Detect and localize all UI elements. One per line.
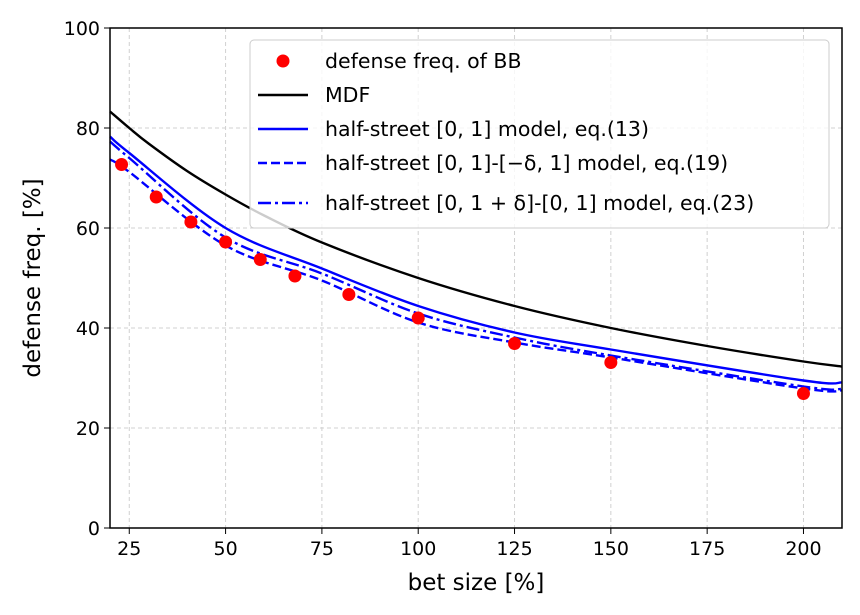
data-point: [288, 269, 302, 283]
x-tick-label: 100: [400, 538, 436, 560]
x-tick-label: 50: [213, 538, 237, 560]
x-axis-label: bet size [%]: [408, 570, 545, 596]
y-tick-label: 20: [76, 418, 100, 440]
data-point: [796, 387, 810, 400]
x-tick-label: 200: [785, 538, 821, 560]
legend: defense freq. of BB MDF half-street [0, 1]…: [249, 39, 830, 229]
series-line-2: [109, 135, 843, 385]
x-tick-label: 25: [117, 538, 141, 560]
series-line-1: [109, 110, 843, 368]
x-tick-label: 150: [593, 538, 629, 560]
y-tick-label: 80: [76, 118, 100, 140]
data-point: [219, 235, 233, 249]
data-point: [184, 215, 198, 229]
y-axis-label: defense freq. [%]: [20, 178, 46, 377]
legend-label: half-street [0, 1] model, eq.(13): [325, 117, 649, 141]
x-tick-label: 175: [689, 538, 725, 560]
data-point: [508, 337, 522, 350]
legend-box: [249, 39, 830, 229]
ticks: 25 50 75 100 125 150 175 200 0 20 40 60 80 100: [64, 18, 822, 560]
legend-label: MDF: [325, 83, 370, 107]
data-point: [253, 253, 267, 266]
x-tick-label: 75: [310, 538, 334, 560]
x-tick-label: 125: [496, 538, 532, 560]
y-tick-label: 0: [88, 518, 100, 540]
scatter-points: [115, 158, 810, 400]
y-tick-label: 60: [76, 218, 100, 240]
plot-frame: [109, 27, 843, 529]
data-point: [342, 288, 356, 301]
legend-label: half-street [0, 1]-[−δ, 1] model, eq.(19…: [325, 151, 728, 175]
legend-label: defense freq. of BB: [325, 49, 522, 73]
legend-marker: [276, 54, 290, 68]
data-point: [149, 190, 163, 204]
data-point: [115, 158, 129, 171]
series-line-4: [109, 140, 843, 391]
legend-label: half-street [0, 1 + δ]-[0, 1] model, eq.…: [325, 191, 754, 215]
y-tick-label: 100: [64, 18, 100, 40]
data-point: [604, 356, 618, 369]
y-tick-label: 40: [76, 318, 100, 340]
data-point: [411, 311, 425, 325]
